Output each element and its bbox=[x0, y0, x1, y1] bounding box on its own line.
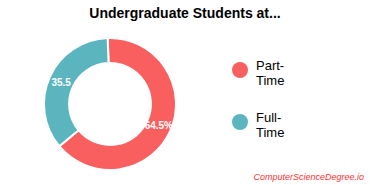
legend-item: Part-Time bbox=[232, 58, 284, 88]
legend-label-line: Full- bbox=[256, 110, 281, 125]
slice bbox=[44, 38, 109, 146]
legend-label-line: Time bbox=[256, 125, 284, 140]
legend-swatch bbox=[232, 62, 248, 78]
slices bbox=[44, 38, 176, 170]
legend-swatch bbox=[232, 114, 248, 130]
legend: Part-TimeFull-Time bbox=[232, 58, 284, 140]
legend-label: Part-Time bbox=[256, 58, 284, 88]
legend-label-line: Time bbox=[256, 73, 284, 88]
legend-label: Full-Time bbox=[256, 110, 284, 140]
legend-item: Full-Time bbox=[232, 110, 284, 140]
watermark: ComputerScienceDegree.io bbox=[253, 172, 364, 182]
data-label: 35.5 bbox=[51, 77, 71, 88]
legend-label-line: Part- bbox=[256, 58, 284, 73]
data-labels: 64.5% 35.5 bbox=[51, 77, 173, 132]
data-label: 64.5% bbox=[145, 120, 173, 131]
title: Undergraduate Students at... bbox=[89, 5, 280, 21]
chart: Undergraduate Students at... 64.5% 35.5 Par… bbox=[0, 0, 370, 185]
